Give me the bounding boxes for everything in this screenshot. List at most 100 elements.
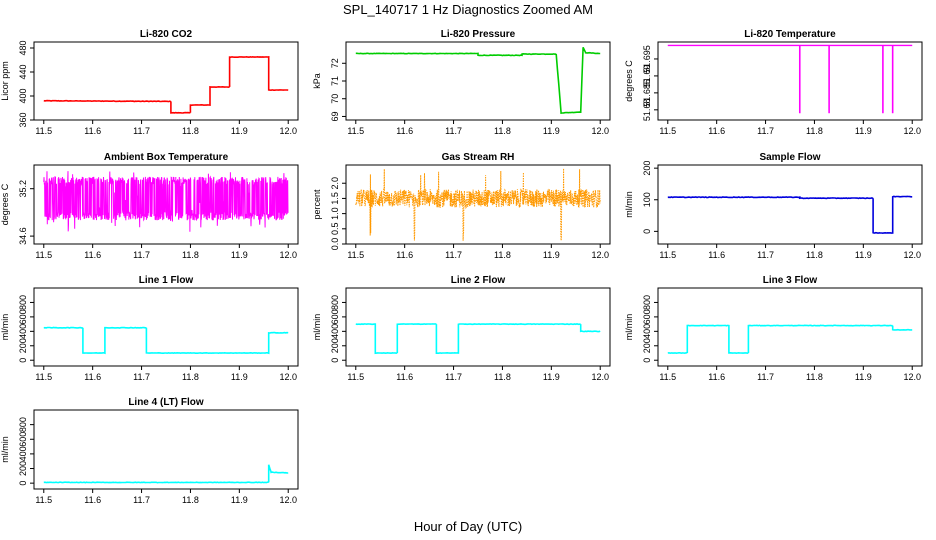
panel-6: Sample Flow ml/min 11.5 11.6 11.7 11.8 11.9 12.…: [624, 152, 923, 260]
x-tick-label: 11.5: [659, 250, 676, 260]
plot-frame: [33, 41, 299, 121]
y-axis-label: Licor ppm: [0, 61, 10, 101]
panel-title: Line 3 Flow: [763, 275, 818, 286]
series-line: [43, 464, 289, 484]
x-tick-label: 12.0: [903, 250, 921, 260]
y-tick-label: 1.0: [330, 207, 340, 220]
x-tick-label: 11.9: [543, 126, 560, 136]
y-axis-label: ml/min: [0, 314, 10, 341]
y-tick-label: 400: [642, 324, 652, 339]
x-tick-label: 11.6: [84, 250, 101, 260]
x-tick-label: 11.8: [182, 126, 199, 136]
y-tick-label: 360: [18, 112, 28, 127]
panel-title: Li-820 Temperature: [744, 29, 836, 40]
x-tick-label: 11.7: [133, 372, 150, 382]
plot-frame: [33, 409, 299, 490]
series-line: [667, 195, 913, 235]
x-tick-label: 12.0: [903, 126, 921, 136]
y-tick-label: 400: [18, 446, 28, 461]
x-tick-label: 11.5: [347, 372, 364, 382]
y-tick-label: 800: [18, 417, 28, 432]
x-tick-label: 11.8: [806, 126, 823, 136]
x-tick-label: 11.9: [231, 495, 248, 505]
plot-frame: [345, 164, 611, 245]
x-tick-label: 12.0: [591, 372, 609, 382]
x-tick-label: 11.8: [182, 372, 199, 382]
x-tick-label: 12.0: [279, 495, 297, 505]
y-tick-label: 800: [642, 295, 652, 310]
y-tick-label: 51.685: [642, 79, 652, 107]
panel-10: Line 4 (LT) Flow ml/min 11.5 11.6 11.7 11.8 11…: [0, 397, 299, 505]
y-tick-label: 0: [330, 358, 340, 363]
x-tick-label: 11.7: [757, 250, 774, 260]
x-tick-label: 11.6: [396, 126, 413, 136]
y-tick-label: 69: [330, 111, 340, 121]
x-tick-label: 11.5: [35, 250, 52, 260]
x-tick-label: 11.8: [806, 250, 823, 260]
x-tick-label: 11.5: [35, 372, 52, 382]
y-tick-label: 1.5: [330, 192, 340, 205]
x-tick-label: 11.9: [855, 372, 872, 382]
x-tick-label: 11.7: [133, 250, 150, 260]
series-group: [43, 326, 289, 355]
x-tick-label: 11.6: [708, 126, 725, 136]
x-tick-label: 11.6: [396, 250, 413, 260]
figure-title: SPL_140717 1 Hz Diagnostics Zoomed AM: [343, 2, 593, 17]
x-tick-label: 12.0: [591, 126, 609, 136]
series-group: [667, 324, 913, 355]
y-axis-label: degrees C: [0, 183, 10, 225]
x-tick-label: 11.5: [659, 126, 676, 136]
series-group: [43, 55, 289, 114]
y-tick-label: 800: [330, 295, 340, 310]
x-tick-label: 11.9: [231, 126, 248, 136]
y-tick-label: 100: [642, 192, 652, 207]
x-tick-label: 11.5: [347, 250, 364, 260]
y-tick-label: 51.68: [642, 99, 652, 122]
series-line: [43, 171, 289, 232]
y-tick-label: 200: [642, 338, 652, 353]
panel-title: Li-820 Pressure: [441, 29, 516, 40]
y-tick-label: 200: [18, 338, 28, 353]
y-tick-label: 2.0: [330, 177, 340, 190]
x-tick-label: 11.5: [659, 372, 676, 382]
y-tick-label: 0: [18, 358, 28, 363]
x-tick-label: 11.7: [133, 495, 150, 505]
panel-7: Line 1 Flow ml/min 11.5 11.6 11.7 11.8 11.9 12.…: [0, 275, 299, 382]
series-line: [667, 324, 913, 355]
series-group: [355, 323, 601, 355]
x-tick-label: 11.8: [494, 372, 511, 382]
y-tick-label: 0.0: [330, 238, 340, 251]
y-tick-label: 600: [18, 432, 28, 447]
x-tick-label: 12.0: [591, 250, 609, 260]
panel-title: Line 1 Flow: [139, 275, 194, 286]
y-axis-label: ml/min: [624, 314, 634, 341]
plot-frame: [657, 41, 923, 121]
panel-9: Line 3 Flow ml/min 11.5 11.6 11.7 11.8 11.9 12.…: [624, 275, 923, 382]
panel-5: Gas Stream RH percent 11.5 11.6 11.7 11.8 11.9…: [312, 152, 611, 260]
y-tick-label: 70: [330, 94, 340, 104]
y-tick-label: 600: [330, 309, 340, 324]
y-axis-label: degrees C: [624, 60, 634, 102]
y-axis-label: ml/min: [312, 314, 322, 341]
y-axis-label: ml/min: [624, 191, 634, 218]
series-group: [355, 168, 601, 241]
x-tick-label: 12.0: [279, 250, 297, 260]
series-group: [667, 195, 913, 235]
x-tick-label: 11.7: [445, 126, 462, 136]
panel-3: Li-820 Temperature degrees C 11.5 11.6 11.7 1…: [624, 29, 923, 136]
series-line: [43, 326, 289, 355]
y-axis-label: ml/min: [0, 436, 10, 463]
y-tick-label: 0: [642, 229, 652, 234]
plot-frame: [345, 287, 611, 367]
plot-frame: [657, 164, 923, 245]
panel-title: Gas Stream RH: [442, 152, 515, 163]
x-tick-label: 11.5: [35, 126, 52, 136]
y-tick-label: 400: [18, 88, 28, 103]
panel-4: Ambient Box Temperature degrees C 11.5 11.6…: [0, 152, 299, 260]
x-tick-label: 11.6: [708, 250, 725, 260]
series-line: [355, 46, 601, 114]
y-tick-label: 72: [330, 58, 340, 68]
panel-title: Li-820 CO2: [140, 29, 193, 40]
series-line: [355, 323, 601, 355]
